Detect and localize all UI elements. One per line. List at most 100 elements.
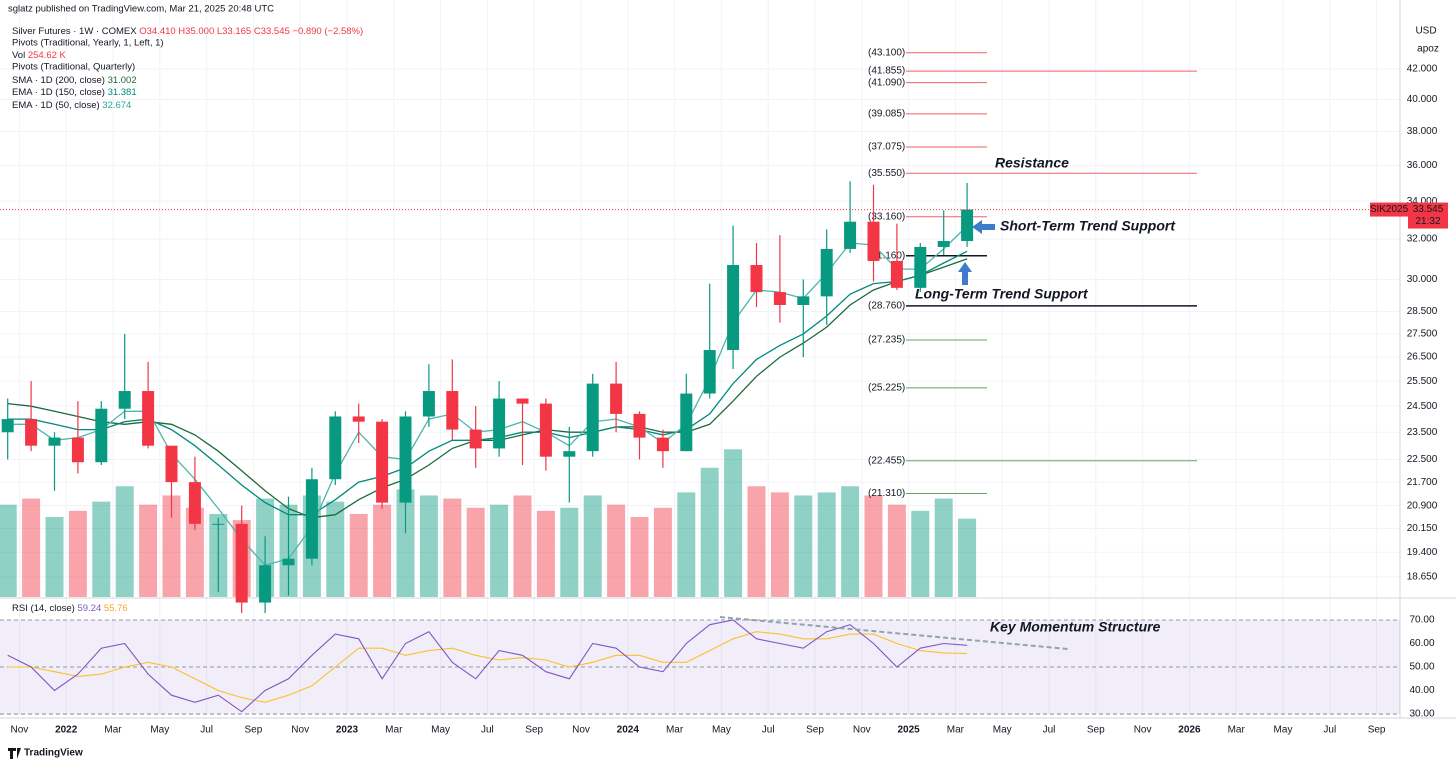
candle-body [118,391,131,409]
candle-body [446,391,459,430]
volume-bar [162,495,181,597]
candle-body [165,445,178,483]
y-tick-label: 38.000 [1407,126,1438,137]
legend-symbol: Silver Futures · 1W · COMEX O34.410 H35.… [12,26,363,37]
axes: 42.000 40.000 38.000 36.000 34.000 32.000 30.0… [11,64,1438,736]
candle-body [539,403,552,457]
user: apoz [1417,44,1439,55]
y-tick-label: 42.000 [1407,64,1438,75]
pivot-label: (21.310) [868,488,905,499]
y-tick-label: 26.500 [1407,352,1438,363]
x-tick-label: Mar [385,725,403,736]
y-tick-label: 19.400 [1407,547,1438,558]
x-tick-label: Sep [806,725,824,736]
candle-body [188,482,201,524]
candle-body [844,221,857,249]
volume-bar [115,486,134,597]
arrow-up [958,262,972,285]
currency[interactable]: USD [1415,26,1436,37]
y-tick-label: 22.500 [1407,454,1438,465]
x-tick-label: May [712,725,731,736]
x-tick-label: Nov [572,725,590,736]
volume-bar [724,449,743,597]
volume-bar [0,504,17,597]
volume-bar [887,504,906,597]
price-tag-value: 33.545 [1413,204,1444,215]
x-tick-label: Nov [853,725,871,736]
x-tick-label: May [431,725,450,736]
pivot-label: (43.100) [868,47,905,58]
legend-pivots-quarterly: Pivots (Traditional, Quarterly) [12,62,135,73]
volume-bar [747,486,766,597]
x-tick-label: May [150,725,169,736]
annotation: Key Momentum Structure [990,619,1161,635]
volume-bar [630,517,649,597]
candle-body [890,260,903,288]
candle-body [820,248,833,297]
volume-bar [513,495,532,597]
candle-body [937,241,950,247]
x-tick-label: 2023 [336,725,359,736]
ma-value: 31.381 [108,87,137,98]
ma-name: EMA · 1D (50, close) [12,100,100,111]
candle-body [25,419,38,446]
candles [1,181,974,614]
pivot-label: (31.160) [868,250,905,261]
candle-body [493,398,506,449]
rsi-tick-label: 60.00 [1409,638,1434,649]
candle-body [376,421,389,503]
rsi-tick-label: 70.00 [1409,615,1434,626]
candle-body [71,437,84,463]
volume-bar [373,504,392,597]
symbol: Silver Futures · 1W · COMEX [12,26,137,37]
volume-bar [794,495,813,597]
x-tick-label: Jul [1043,725,1056,736]
price-tag-countdown: 21:32 [1415,216,1440,227]
volume-bar [466,507,485,597]
pivot-label: (33.160) [868,211,905,222]
rsi-value: 59.24 [77,603,101,614]
candle-body [352,416,365,422]
x-tick-label: Mar [104,725,122,736]
rsi [0,619,1400,715]
pivot-label: (37.075) [868,142,905,153]
candle-body [633,413,646,438]
ma-name: EMA · 1D (150, close) [12,87,105,98]
volume-bar [958,518,977,597]
candle-body [516,398,529,404]
x-tick-label: May [1274,725,1293,736]
x-tick-label: Mar [947,725,965,736]
candle-body [961,209,974,242]
x-tick-label: Sep [525,725,543,736]
logo [8,748,21,759]
volume-bar [653,507,672,597]
candle-body [867,221,880,261]
y-tick-label: 36.000 [1407,160,1438,171]
volume-bar [45,517,64,597]
ohlc: O34.410 H35.000 L33.165 C33.545 −0.890 (… [139,26,363,37]
volume-bar [443,498,462,597]
pivot-label: (35.550) [868,168,905,179]
pivot-label: (41.855) [868,66,905,77]
header: sglatz published on TradingView.com, Mar… [8,4,1439,759]
grid [0,0,1400,715]
candle-body [610,383,623,414]
x-tick-label: Jul [1323,725,1336,736]
volume-bar [92,501,111,597]
candle-body [48,437,61,446]
x-tick-label: Nov [1134,725,1152,736]
volume-bar [490,504,509,597]
candle-body [727,265,740,351]
y-tick-label: 20.150 [1407,523,1438,534]
candle-body [142,391,155,446]
y-tick-label: 20.900 [1407,500,1438,511]
x-tick-label: Mar [666,725,684,736]
x-tick-label: Jul [200,725,213,736]
x-tick-label: Mar [1228,725,1246,736]
legend-ema150: EMA · 1D (150, close) 31.381 [12,87,137,98]
ma-value: 31.002 [108,75,137,86]
candle-body [399,416,412,503]
candle-body [797,296,810,305]
vol-label: Vol [12,50,25,61]
